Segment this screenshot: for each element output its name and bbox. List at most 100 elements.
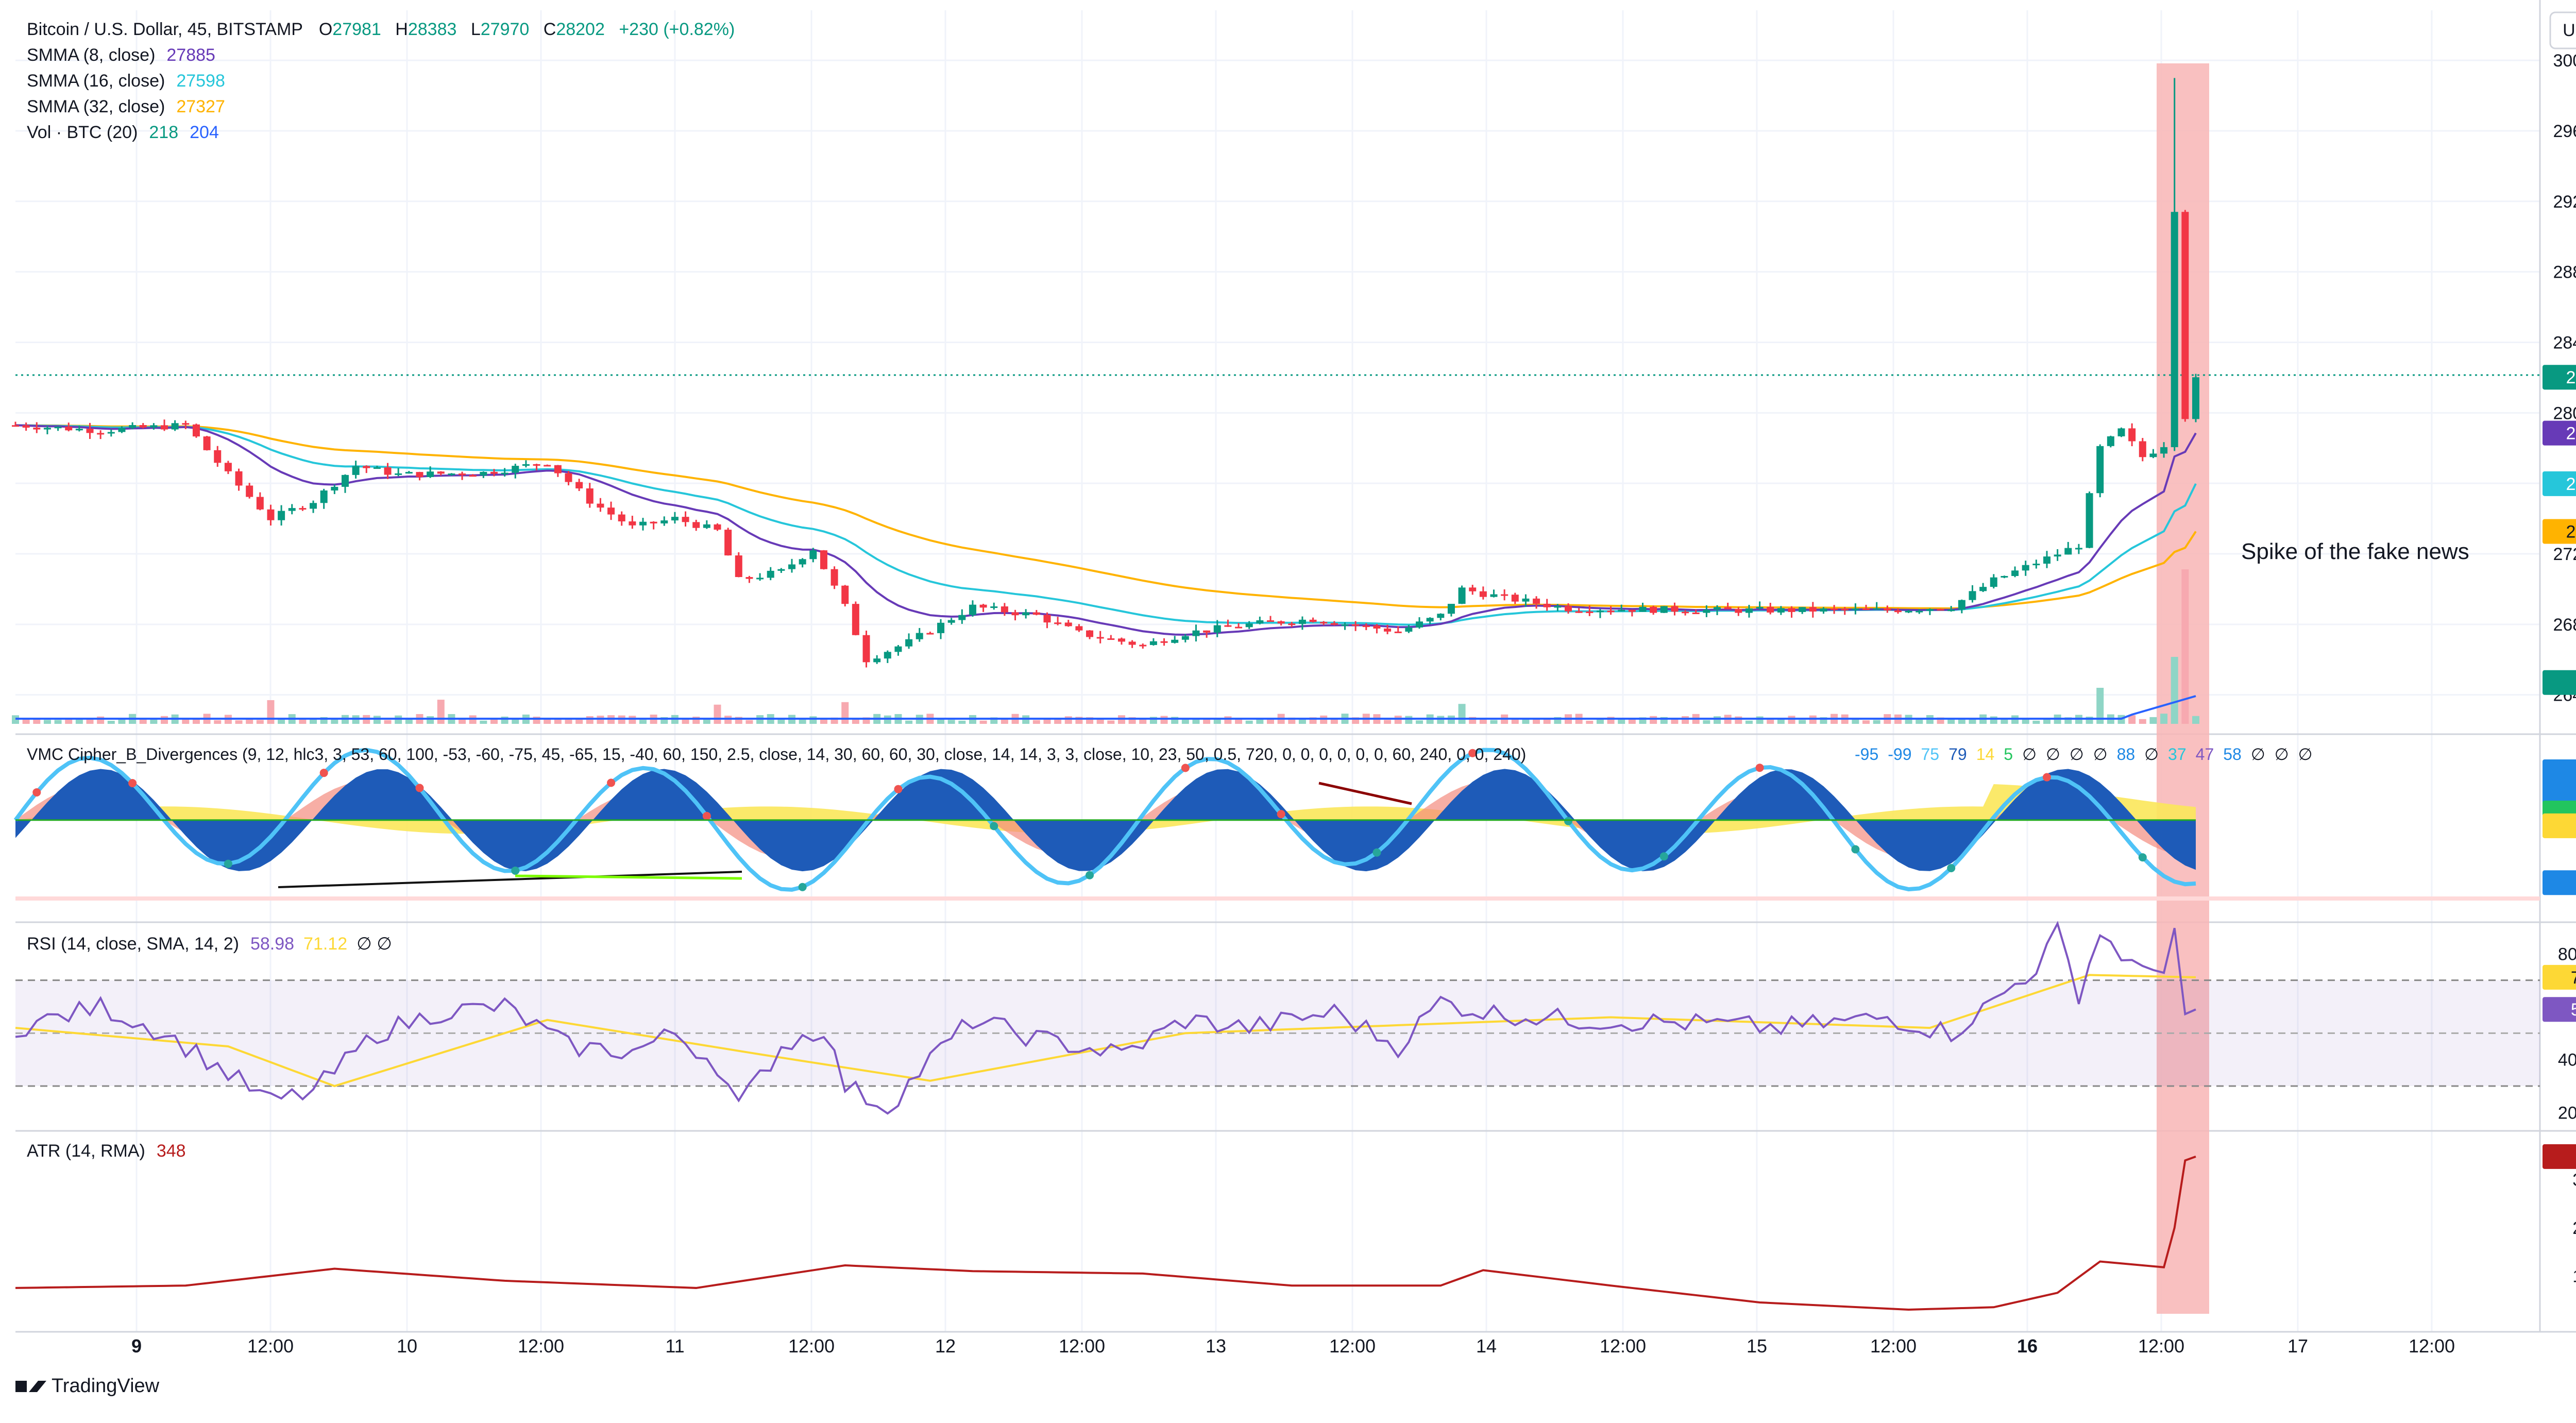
volume-bar bbox=[1650, 716, 1657, 724]
svg-text:SMMA (32, close)27327: SMMA (32, close) 27327 bbox=[27, 97, 225, 116]
indicator-legend[interactable]: SMMA (8, close) 27885 SMMA (16, close) 275… bbox=[27, 45, 225, 142]
candle-body bbox=[1767, 607, 1774, 613]
candle-body bbox=[1820, 608, 1827, 612]
candle-body bbox=[1437, 614, 1445, 618]
candle-body bbox=[969, 604, 976, 615]
volume-bar bbox=[1714, 716, 1721, 724]
vmc-legend-value: 75 bbox=[1921, 745, 1940, 764]
candle-body bbox=[1405, 627, 1413, 632]
x-tick-label: 16 bbox=[2017, 1335, 2038, 1357]
candle-body bbox=[1011, 612, 1019, 616]
vmc-pane[interactable] bbox=[13, 748, 2540, 901]
vmc-legend-value: 47 bbox=[2196, 745, 2214, 764]
vmc-legend-value: -95 bbox=[1855, 745, 1878, 764]
rsi-pane[interactable] bbox=[15, 921, 2540, 1115]
atr-legend[interactable]: ATR (14, RMA) 348 bbox=[27, 1141, 186, 1161]
candle-body bbox=[2096, 446, 2104, 494]
candle-body bbox=[1384, 629, 1392, 632]
vmc-cross-dot bbox=[894, 785, 903, 793]
volume-bar bbox=[820, 719, 827, 724]
candle-body bbox=[256, 497, 264, 510]
tradingview-logo[interactable]: TradingView bbox=[15, 1375, 160, 1397]
volume-bar bbox=[809, 716, 817, 724]
vmc-divergence-line bbox=[1318, 782, 1412, 805]
candle-body bbox=[363, 466, 370, 468]
candle-body bbox=[203, 436, 211, 450]
candle-body bbox=[1671, 606, 1679, 612]
smma16-legend-label: SMMA (16, close) bbox=[27, 71, 165, 91]
axis-value-tag-text: 27327 bbox=[2566, 522, 2576, 542]
candle-body bbox=[1607, 611, 1615, 613]
candle-body bbox=[1565, 606, 1572, 612]
currency-button[interactable]: USD bbox=[2549, 11, 2576, 49]
candle-body bbox=[894, 646, 902, 652]
axis-value-tags: 2820227885275982732721871.1258.983483420… bbox=[2543, 365, 2576, 1169]
vmc-legend-value: ∅ bbox=[2144, 745, 2159, 764]
volume-legend-label: Vol · BTC (20) bbox=[27, 123, 138, 142]
symbol-name: Bitcoin / U.S. Dollar, 45, BITSTAMP bbox=[27, 20, 302, 39]
svg-text:Bitcoin / U.S. Dollar, 45, BIT: Bitcoin / U.S. Dollar, 45, BITSTAMP O279… bbox=[27, 20, 735, 39]
candle-body bbox=[862, 635, 870, 663]
volume-bar bbox=[22, 718, 30, 724]
price-pane[interactable] bbox=[12, 78, 2540, 724]
candle-body bbox=[2139, 441, 2146, 458]
x-axis[interactable]: 9 12:00 10 12:00 11 12:00 12 12:00 13 12:00 14 12:0… bbox=[131, 1335, 2455, 1357]
candle-body bbox=[480, 471, 487, 476]
candle-body bbox=[171, 423, 179, 430]
atr-pane[interactable] bbox=[15, 1156, 2196, 1311]
candle-body bbox=[1415, 621, 1423, 628]
tradingview-icon bbox=[15, 1381, 46, 1392]
axis-value-tag bbox=[2543, 997, 2576, 1022]
volume-bar bbox=[1522, 718, 1530, 724]
volume-bar bbox=[1947, 719, 1955, 724]
volume-bar bbox=[1415, 720, 1423, 724]
vmc-cross-dot bbox=[702, 811, 711, 820]
volume-bar bbox=[1458, 704, 1466, 724]
x-tick-label: 15 bbox=[1747, 1335, 1767, 1357]
candle-body bbox=[682, 517, 689, 522]
candle-body bbox=[501, 472, 509, 475]
volume-bar bbox=[1330, 719, 1338, 724]
candle-body bbox=[788, 564, 796, 569]
candle-body bbox=[809, 550, 817, 560]
candle-body bbox=[926, 633, 934, 635]
candle-body bbox=[1394, 631, 1402, 633]
x-tick-label: 12:00 bbox=[788, 1335, 835, 1357]
candle-body bbox=[916, 633, 923, 639]
candle-body bbox=[310, 503, 317, 509]
candle-body bbox=[1937, 609, 1944, 611]
x-tick-label: 12:00 bbox=[1870, 1335, 1917, 1357]
candle-body bbox=[118, 428, 126, 432]
volume-bar bbox=[745, 720, 753, 724]
volume-bar bbox=[1235, 720, 1243, 724]
vmc-legend-value: 5 bbox=[2004, 745, 2013, 764]
candle-body bbox=[1628, 609, 1636, 612]
candle-body bbox=[2064, 548, 2072, 555]
candle-body bbox=[182, 423, 190, 425]
candles bbox=[12, 78, 2199, 668]
volume-bar bbox=[118, 719, 126, 724]
smma8-legend-label: SMMA (8, close) bbox=[27, 45, 155, 65]
candle-body bbox=[841, 585, 849, 604]
symbol-header[interactable]: Bitcoin / U.S. Dollar, 45, BITSTAMP O279… bbox=[27, 20, 735, 39]
x-tick-label: 9 bbox=[131, 1335, 142, 1357]
rsi-legend[interactable]: RSI (14, close, SMA, 14, 2) 58.98 71.12 ∅ ∅ bbox=[27, 934, 392, 954]
candle-body bbox=[1075, 626, 1083, 631]
volume-bar bbox=[373, 716, 381, 724]
close-label: C bbox=[544, 20, 556, 39]
volume-bar bbox=[905, 720, 913, 724]
candle-body bbox=[129, 425, 137, 428]
price-y-tick: 27200 bbox=[2553, 545, 2576, 564]
candle-body bbox=[1586, 611, 1594, 613]
vmc-cross-dot bbox=[1564, 817, 1573, 825]
candle-body bbox=[12, 425, 19, 427]
candle-body bbox=[192, 424, 200, 437]
volume-bar bbox=[554, 719, 562, 724]
candle-body bbox=[714, 524, 721, 530]
candle-body bbox=[756, 578, 764, 580]
volume-bar bbox=[565, 720, 572, 724]
candle-body bbox=[267, 509, 275, 520]
vmc-legend[interactable]: VMC Cipher_B_Divergences (9, 12, hlc3, 3… bbox=[27, 745, 2312, 764]
